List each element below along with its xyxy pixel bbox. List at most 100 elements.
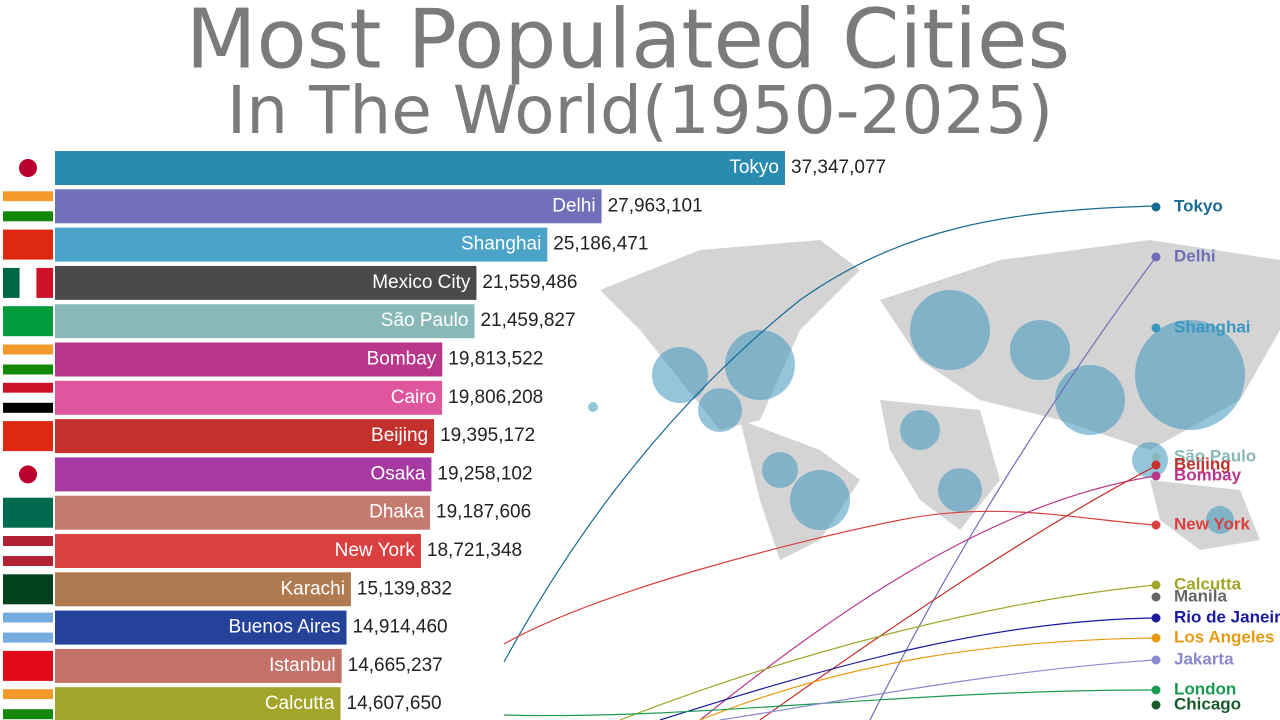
flag-stripe	[3, 402, 53, 413]
trend-dot	[1151, 323, 1161, 333]
trend-label: Chicago	[1174, 694, 1241, 713]
value-label: 14,914,460	[353, 617, 448, 638]
chart-title: Most Populated Cities	[186, 0, 1070, 87]
flag-stripe	[3, 612, 53, 623]
trend-label: Beijing	[1174, 454, 1231, 473]
bar	[55, 189, 602, 224]
flag-stripe	[3, 546, 53, 556]
flag-stripe	[3, 556, 53, 566]
flag-stripe	[36, 267, 54, 298]
bar	[55, 610, 347, 645]
flag-stripe	[3, 459, 53, 470]
flag-stripe	[3, 354, 53, 365]
flag-field	[3, 421, 53, 452]
value-label: 14,665,237	[348, 655, 443, 676]
trend-label: São Paulo	[1174, 446, 1256, 465]
trend-label: Bombay	[1174, 465, 1242, 484]
trend-dot	[1151, 580, 1161, 590]
value-label: 19,806,208	[448, 387, 543, 408]
trend-label: New York	[1174, 514, 1250, 533]
trend-label: Tokyo	[1174, 196, 1223, 215]
flag	[3, 153, 53, 183]
flag-stripe	[3, 632, 53, 643]
trend-dot	[1151, 700, 1161, 710]
bar-label: Shanghai	[461, 234, 541, 255]
bar-label: Beijing	[371, 425, 428, 446]
flag-stripe	[3, 211, 53, 222]
flag-stripe	[3, 191, 53, 202]
bar-label: New York	[335, 540, 416, 561]
flag-stripe	[3, 622, 53, 633]
flag-field	[3, 574, 53, 605]
flag	[3, 574, 53, 605]
bar-label: Tokyo	[729, 157, 779, 178]
flag-stripe	[3, 536, 53, 546]
bar	[55, 687, 341, 720]
bar	[55, 151, 785, 185]
flag-stripe	[3, 479, 53, 490]
trend-dot	[1151, 655, 1161, 665]
trend-dot	[1151, 592, 1161, 602]
value-label: 21,459,827	[480, 310, 575, 331]
bar-label: Osaka	[371, 463, 426, 484]
trend-label: Los Angeles	[1174, 627, 1274, 646]
flag	[3, 229, 53, 260]
flag-stripe	[3, 382, 53, 393]
trend-dot	[1151, 471, 1161, 481]
bar	[55, 342, 443, 377]
flag	[3, 650, 53, 681]
value-label: 15,139,832	[357, 578, 452, 599]
trend-dot	[1151, 452, 1161, 462]
bar-label: Calcutta	[265, 693, 335, 714]
bar	[55, 419, 435, 454]
trend-label: Calcutta	[1174, 574, 1242, 593]
flag	[3, 382, 53, 413]
trend-label: London	[1174, 679, 1236, 698]
flag-disc	[19, 159, 37, 177]
bar	[55, 457, 432, 492]
flag	[3, 421, 53, 452]
trend-label: Jakarta	[1174, 649, 1234, 668]
chart-subtitle: In The World(1950-2025)	[227, 72, 1053, 149]
flag-stripe	[3, 267, 20, 298]
trend-dot	[1151, 685, 1161, 695]
flag	[3, 306, 53, 337]
flag-field	[3, 306, 53, 337]
value-label: 19,187,606	[436, 502, 531, 523]
trend-label: Shanghai	[1174, 317, 1251, 336]
flag	[3, 459, 53, 490]
value-label: 37,347,077	[791, 157, 886, 178]
value-label: 19,258,102	[437, 463, 532, 484]
world-map	[588, 240, 1280, 560]
value-label: 18,721,348	[427, 540, 522, 561]
bar	[55, 380, 443, 415]
flag-stripe	[3, 344, 53, 355]
bar	[55, 495, 431, 530]
value-label: 27,963,101	[608, 195, 703, 216]
bar	[55, 534, 421, 568]
trend-dot	[1151, 613, 1161, 623]
trend-label: Delhi	[1174, 246, 1216, 265]
bar-label: Mexico City	[372, 272, 471, 293]
flag-stripe	[3, 689, 53, 700]
flag-stripe	[3, 153, 53, 163]
flag-field	[3, 497, 53, 528]
bar	[55, 648, 342, 683]
bar-label: São Paulo	[381, 310, 469, 331]
flag	[3, 267, 54, 298]
bar-label: Cairo	[391, 387, 436, 408]
flag	[3, 689, 53, 720]
bar-label: Istanbul	[269, 655, 336, 676]
bar	[55, 265, 477, 300]
bar-label: Dhaka	[369, 502, 424, 523]
flag-stripe	[3, 709, 53, 720]
trend-label: Manila	[1174, 586, 1227, 605]
bar-label: Buenos Aires	[229, 617, 341, 638]
trend-dot	[1151, 633, 1161, 643]
trend-dot	[1151, 460, 1161, 470]
value-label: 25,186,471	[553, 234, 648, 255]
flag-stripe	[3, 699, 53, 710]
flag	[3, 497, 53, 528]
